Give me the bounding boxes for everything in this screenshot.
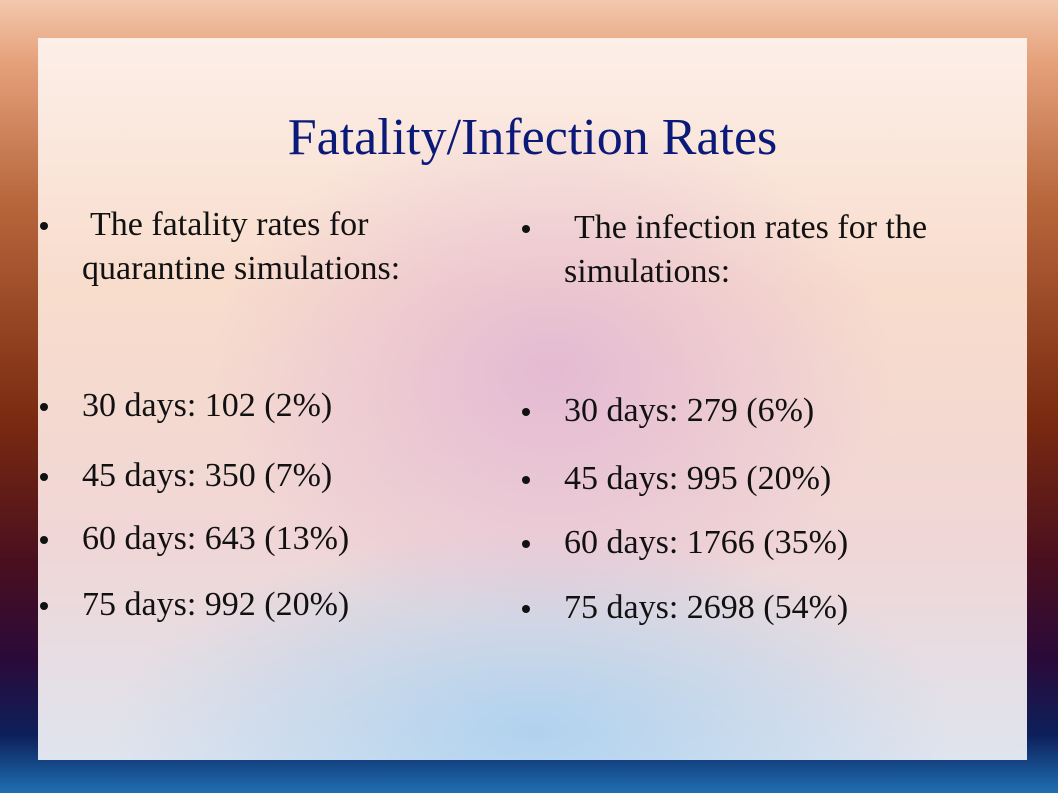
- bullet-icon: [40, 403, 48, 411]
- bullet-icon: [522, 225, 530, 233]
- bullet-icon: [40, 536, 48, 544]
- infection-item-45: 45 days: 995 (20%): [522, 457, 831, 501]
- infection-item-text: 30 days: 279 (6%): [564, 392, 815, 429]
- bullet-icon: [522, 540, 530, 548]
- fatality-item-text: 30 days: 102 (2%): [82, 387, 333, 424]
- bullet-icon: [40, 473, 48, 481]
- fatality-item-text: 60 days: 643 (13%): [82, 520, 350, 557]
- infection-item-text: 60 days: 1766 (35%): [564, 524, 849, 561]
- infection-item-30: 30 days: 279 (6%): [522, 389, 814, 433]
- fatality-item-60: 60 days: 643 (13%): [40, 517, 349, 561]
- fatality-item-text: 45 days: 350 (7%): [82, 457, 333, 494]
- bullet-icon: [522, 476, 530, 484]
- fatality-intro-text: The fatality rates for quarantine simula…: [82, 206, 401, 287]
- slide-panel: Fatality/Infection Rates: [38, 38, 1027, 760]
- bullet-icon: [40, 602, 48, 610]
- bullet-icon: [40, 222, 48, 230]
- fatality-item-75: 75 days: 992 (20%): [40, 583, 349, 627]
- fatality-item-45: 45 days: 350 (7%): [40, 454, 332, 498]
- bullet-icon: [522, 408, 530, 416]
- infection-item-60: 60 days: 1766 (35%): [522, 521, 848, 565]
- infection-intro-item: The infection rates for the simulations:: [522, 206, 964, 294]
- infection-item-text: 45 days: 995 (20%): [564, 460, 832, 497]
- fatality-item-30: 30 days: 102 (2%): [40, 384, 332, 428]
- bullet-icon: [522, 605, 530, 613]
- infection-intro-text: The infection rates for the simulations:: [564, 209, 928, 290]
- infection-item-text: 75 days: 2698 (54%): [564, 589, 849, 626]
- infection-item-75: 75 days: 2698 (54%): [522, 586, 848, 630]
- fatality-item-text: 75 days: 992 (20%): [82, 586, 350, 623]
- slide-title: Fatality/Infection Rates: [287, 109, 778, 166]
- fatality-intro-item: The fatality rates for quarantine simula…: [40, 203, 502, 291]
